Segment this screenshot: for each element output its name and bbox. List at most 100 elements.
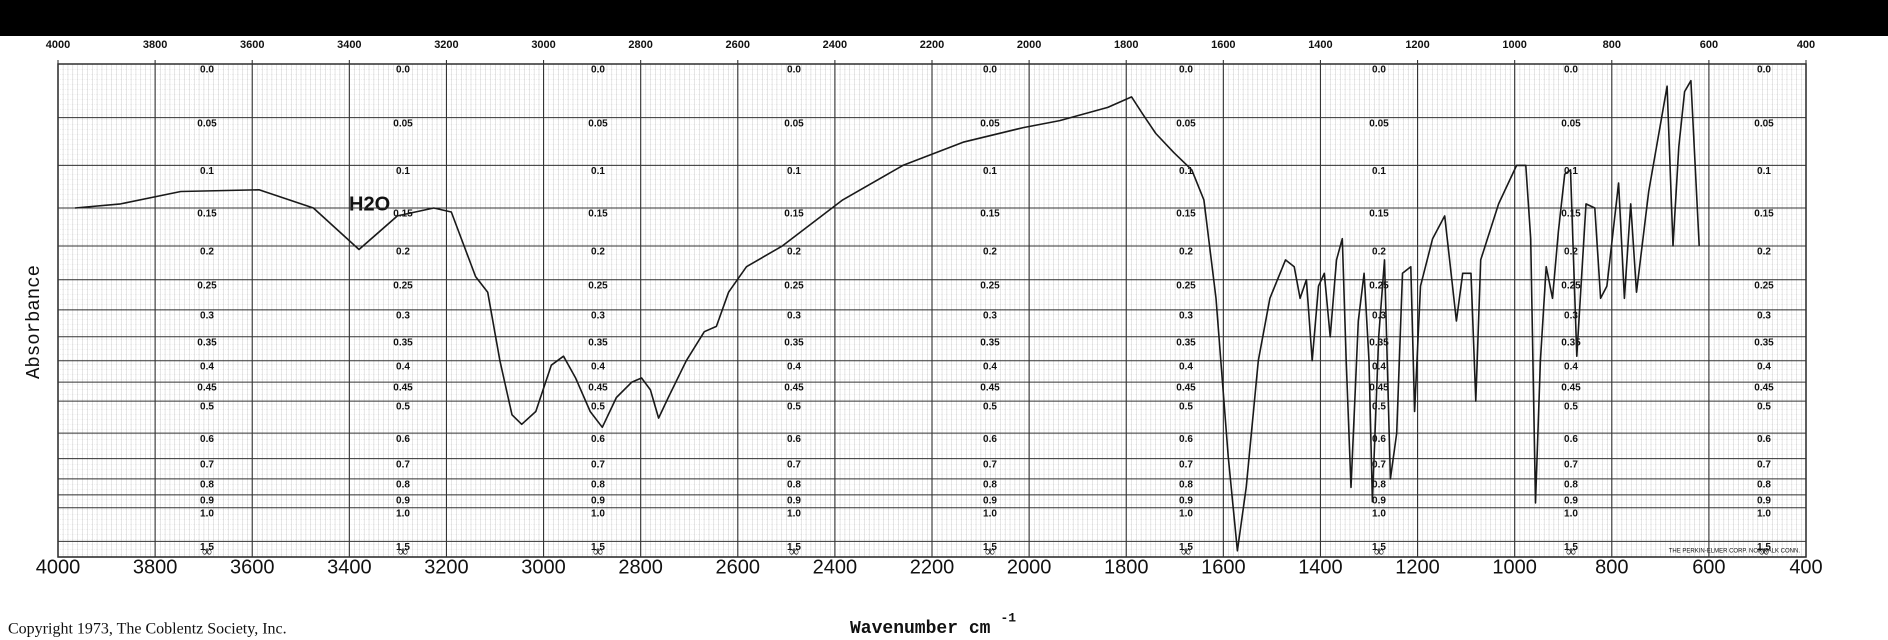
top-x-tick-label: 600 (1700, 39, 1718, 51)
y-tick-label: 0.25 (1754, 280, 1774, 291)
y-tick-label: 0.2 (200, 247, 214, 258)
y-tick-label: 0.4 (983, 361, 997, 372)
y-tick-label: 0.8 (1564, 480, 1578, 491)
y-tick-label: 1.5 (1372, 542, 1386, 553)
y-tick-label: 0.7 (396, 459, 410, 470)
x-axis-label-superscript: -1 (1000, 610, 1016, 625)
y-end-label: ∞ (1759, 545, 1769, 560)
top-x-tick-label: 3600 (240, 39, 264, 51)
y-tick-label: 0.9 (1372, 496, 1386, 507)
y-end-label: ∞ (1374, 545, 1384, 560)
y-tick-label: 0.1 (983, 166, 997, 177)
y-tick-label: 0.3 (983, 311, 997, 322)
y-tick-label: 0.7 (1564, 459, 1578, 470)
y-tick-label: 0.4 (396, 361, 410, 372)
y-tick-label: 0.45 (197, 383, 217, 394)
y-tick-label: 0.4 (787, 361, 801, 372)
x-tick-label: 1400 (1298, 556, 1343, 578)
y-tick-label: 0.05 (393, 118, 413, 129)
y-end-label: ∞ (1566, 545, 1576, 560)
y-tick-label: 0.2 (1179, 247, 1193, 258)
y-end-label: ∞ (202, 545, 212, 560)
y-tick-label: 1.0 (1757, 508, 1771, 519)
x-tick-label: 3200 (424, 556, 469, 578)
y-tick-label: 1.0 (787, 508, 801, 519)
y-tick-label: 0.2 (396, 247, 410, 258)
y-tick-label: 0.05 (1561, 118, 1581, 129)
y-tick-label: 0.6 (396, 434, 410, 445)
y-tick-label: 0.45 (1754, 383, 1774, 394)
y-tick-label: 0.2 (1372, 247, 1386, 258)
y-tick-label: 0.45 (1369, 383, 1389, 394)
y-tick-label: 0.8 (787, 480, 801, 491)
y-tick-label: 0.4 (200, 361, 214, 372)
y-tick-label: 0.6 (1757, 434, 1771, 445)
scan-band (0, 0, 1888, 36)
y-tick-label: 1.0 (200, 508, 214, 519)
y-tick-label: 0.8 (983, 480, 997, 491)
y-tick-label: 0.5 (591, 402, 605, 413)
y-tick-label: 0.2 (591, 247, 605, 258)
y-tick-label: 0.1 (1757, 166, 1771, 177)
manufacturer-note: THE PERKIN-ELMER CORP. NORWALK CONN. (1669, 549, 1801, 555)
top-x-tick-label: 2200 (920, 39, 944, 51)
x-tick-label: 2200 (910, 556, 955, 578)
y-tick-label: 0.7 (1372, 459, 1386, 470)
y-tick-label: 0.6 (1564, 434, 1578, 445)
y-tick-label: 0.9 (1757, 496, 1771, 507)
x-tick-label: 2400 (813, 556, 858, 578)
y-tick-label: 0.45 (1561, 383, 1581, 394)
y-tick-label: 0.7 (1757, 459, 1771, 470)
y-tick-label: 0.3 (1179, 311, 1193, 322)
y-tick-label: 0.05 (1369, 118, 1389, 129)
y-tick-label: 0.3 (591, 311, 605, 322)
x-tick-label: 2000 (1007, 556, 1052, 578)
y-tick-label: 0.1 (787, 166, 801, 177)
y-tick-label: 1.0 (396, 508, 410, 519)
y-tick-label: 0.35 (393, 337, 413, 348)
top-x-tick-label: 3000 (531, 39, 555, 51)
y-tick-label: 1.0 (1179, 508, 1193, 519)
y-tick-label: 0.8 (200, 480, 214, 491)
y-tick-label: 0.1 (591, 166, 605, 177)
y-tick-label: 0.45 (1176, 383, 1196, 394)
y-tick-label: 0.6 (591, 434, 605, 445)
top-x-tick-label: 2600 (726, 39, 750, 51)
y-end-label: ∞ (985, 545, 995, 560)
y-tick-label: 0.25 (784, 280, 804, 291)
y-tick-label: 0.9 (396, 496, 410, 507)
y-tick-label: 0.15 (980, 209, 1000, 220)
y-tick-label: 0.5 (983, 402, 997, 413)
y-tick-label: 0.9 (200, 496, 214, 507)
y-tick-label: 0.8 (1179, 480, 1193, 491)
y-tick-label: 0.9 (787, 496, 801, 507)
y-tick-label: 0.2 (1564, 247, 1578, 258)
y-tick-label: 0.0 (787, 65, 801, 76)
x-tick-label: 3400 (327, 556, 372, 578)
y-tick-label: 1.5 (396, 542, 410, 553)
y-tick-label: 0.15 (588, 209, 608, 220)
y-tick-label: 1.0 (1372, 508, 1386, 519)
y-tick-label: 0.4 (1564, 361, 1578, 372)
y-tick-label: 0.8 (1757, 480, 1771, 491)
top-x-tick-label: 3400 (337, 39, 361, 51)
y-tick-label: 0.25 (1561, 280, 1581, 291)
top-x-tick-label: 4000 (46, 39, 70, 51)
top-x-tick-label: 800 (1603, 39, 1621, 51)
top-x-tick-label: 400 (1797, 39, 1815, 51)
top-x-tick-label: 1600 (1211, 39, 1235, 51)
top-x-tick-label: 1000 (1502, 39, 1526, 51)
y-end-label: ∞ (789, 545, 799, 560)
y-tick-label: 0.8 (1372, 480, 1386, 491)
y-tick-label: 0.05 (588, 118, 608, 129)
y-tick-label: 0.3 (1757, 311, 1771, 322)
x-tick-label: 400 (1789, 556, 1822, 578)
y-tick-label: 0.05 (1176, 118, 1196, 129)
y-tick-label: 0.0 (983, 65, 997, 76)
y-tick-label: 1.0 (591, 508, 605, 519)
y-end-label: ∞ (398, 545, 408, 560)
y-tick-label: 0.35 (588, 337, 608, 348)
y-tick-label: 0.9 (1564, 496, 1578, 507)
